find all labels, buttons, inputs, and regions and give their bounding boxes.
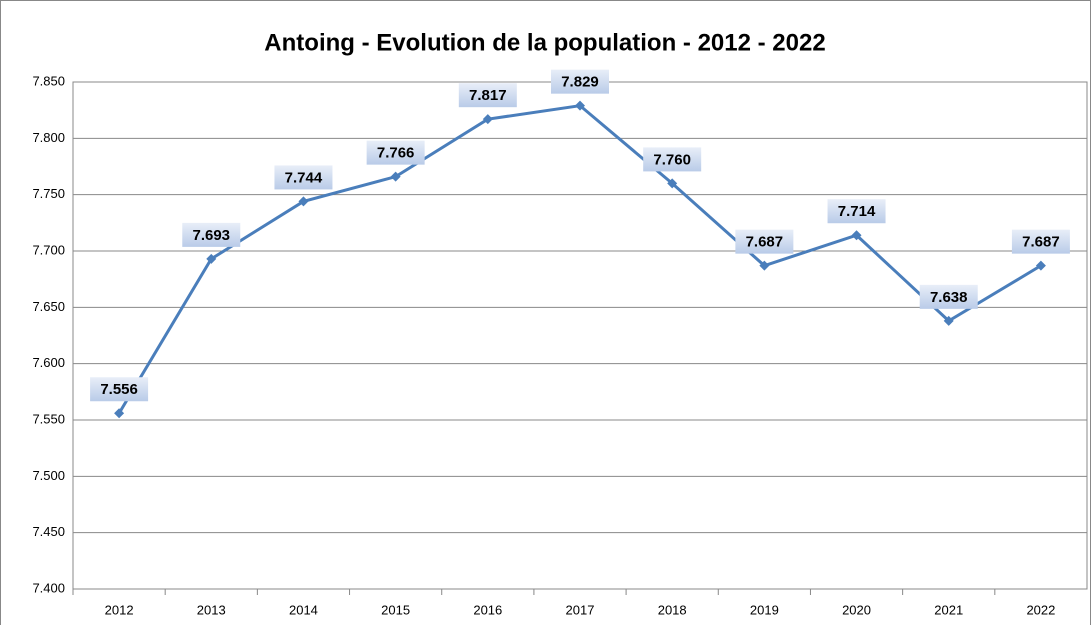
y-tick-label: 7.450 — [32, 524, 65, 539]
data-point — [114, 408, 125, 419]
plot-area — [72, 81, 1088, 590]
data-label: 7.687 — [746, 234, 784, 251]
x-tick-label: 2014 — [289, 602, 318, 617]
x-tick-label: 2013 — [197, 602, 226, 617]
data-point — [851, 230, 862, 241]
data-point — [575, 100, 585, 111]
data-label: 7.744 — [285, 169, 323, 186]
x-tick-label: 2015 — [381, 602, 410, 617]
x-tick-label: 2012 — [105, 602, 134, 617]
y-tick-label: 7.600 — [32, 355, 65, 370]
data-label-box — [643, 147, 702, 172]
x-tick-label: 2021 — [934, 602, 963, 617]
data-label-box — [1011, 229, 1070, 254]
x-tick-label: 2018 — [658, 602, 687, 617]
y-tick-label: 7.850 — [32, 73, 65, 88]
data-point — [206, 253, 217, 264]
data-label: 7.817 — [469, 87, 507, 104]
chart-title: Antoing - Evolution de la population - 2… — [264, 29, 825, 56]
y-tick-label: 7.750 — [32, 186, 65, 201]
data-label-box — [274, 165, 333, 190]
x-tick-label: 2019 — [750, 602, 779, 617]
y-tick-label: 7.550 — [32, 411, 65, 426]
data-point — [390, 171, 401, 182]
data-label: 7.760 — [653, 151, 691, 168]
data-point — [759, 260, 770, 271]
x-tick-label: 2016 — [473, 602, 502, 617]
x-tick-label: 2020 — [842, 602, 871, 617]
data-label-box — [919, 284, 978, 309]
x-tick-label: 2017 — [566, 602, 595, 617]
data-label: 7.829 — [561, 74, 599, 91]
data-label: 7.693 — [192, 227, 230, 244]
y-tick-label: 7.700 — [32, 242, 65, 257]
y-tick-label: 7.650 — [32, 299, 65, 314]
x-tick-label: 2022 — [1026, 602, 1055, 617]
data-point — [482, 114, 493, 125]
data-label: 7.638 — [930, 289, 968, 306]
data-label: 7.687 — [1022, 234, 1060, 251]
y-tick-label: 7.400 — [32, 580, 65, 595]
y-tick-label: 7.500 — [32, 468, 65, 483]
data-label: 7.766 — [377, 145, 415, 162]
data-point — [943, 315, 954, 326]
data-label: 7.714 — [838, 203, 876, 220]
y-tick-label: 7.800 — [32, 130, 65, 145]
data-point — [1035, 260, 1046, 271]
data-label-box — [827, 199, 886, 224]
data-label-box — [90, 377, 149, 402]
data-label-box — [551, 69, 609, 94]
data-label-box — [182, 222, 241, 247]
data-point — [298, 196, 309, 207]
data-label-box — [366, 140, 425, 165]
data-label: 7.556 — [100, 381, 138, 398]
data-label-box — [458, 83, 517, 108]
data-label-box — [735, 229, 794, 254]
data-point — [667, 178, 678, 189]
